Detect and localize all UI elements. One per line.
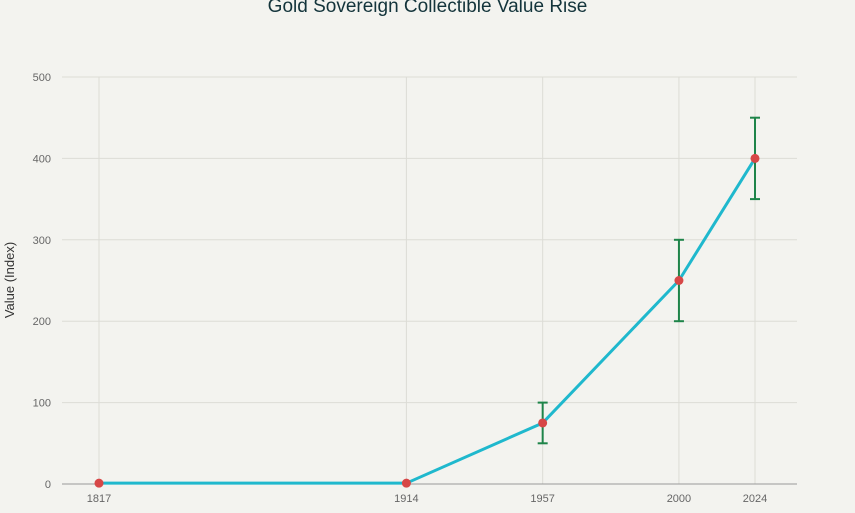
chart-title: Gold Sovereign Collectible Value Rise (267, 0, 588, 17)
data-point (94, 478, 104, 488)
y-tick-label: 100 (33, 398, 51, 410)
y-tick-label: 400 (33, 153, 51, 165)
x-tick-label: 2024 (743, 493, 767, 505)
data-point (538, 418, 548, 428)
x-tick-label: 1957 (530, 493, 554, 505)
x-tick-label: 1817 (87, 493, 111, 505)
x-tick-label: 2000 (667, 493, 691, 505)
data-point (750, 153, 760, 163)
y-tick-label: 0 (45, 479, 51, 491)
y-axis-label: Value (Index) (2, 242, 17, 318)
data-point (401, 478, 411, 488)
y-tick-label: 300 (33, 235, 51, 247)
y-tick-label: 200 (33, 316, 51, 328)
data-point (674, 276, 684, 285)
y-tick-label: 500 (33, 72, 51, 84)
x-tick-label: 1914 (394, 493, 418, 505)
